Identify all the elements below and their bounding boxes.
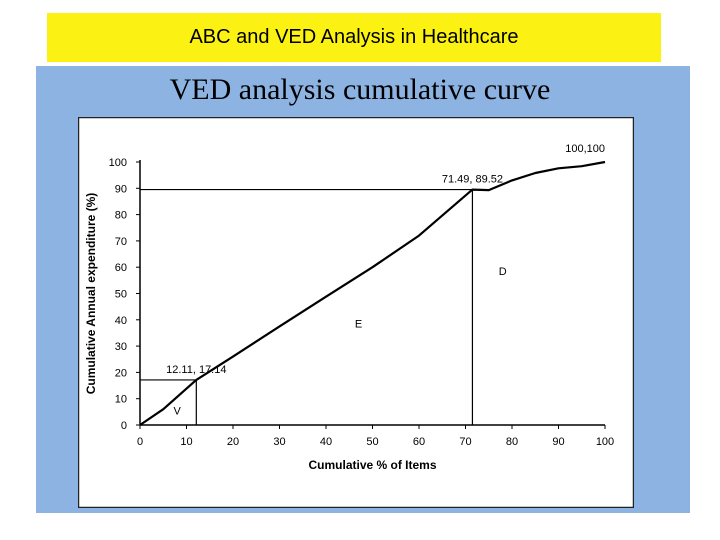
x-tick-label: 50 bbox=[366, 436, 378, 448]
y-tick-label: 100 bbox=[109, 157, 127, 169]
y-tick-label: 80 bbox=[115, 210, 127, 222]
x-tick-label: 80 bbox=[506, 436, 518, 448]
chart-panel: 0 10 20 30 40 50 60 70 80 90 100 0 10 20 30 40 50 60 70 80 9… bbox=[77, 116, 635, 509]
chart-border bbox=[77, 116, 635, 509]
x-tick-label: 0 bbox=[137, 436, 143, 448]
x-tick-label: 40 bbox=[320, 436, 332, 448]
y-tick-label: 70 bbox=[115, 236, 127, 248]
x-tick-label: 70 bbox=[459, 436, 471, 448]
x-tick-label: 100 bbox=[596, 436, 614, 448]
x-tick-label: 20 bbox=[227, 436, 239, 448]
y-tick-label: 0 bbox=[121, 420, 127, 432]
y-tick-label: 40 bbox=[115, 315, 127, 327]
region-label: V bbox=[174, 405, 182, 417]
slide-title: ABC and VED Analysis in Healthcare bbox=[189, 26, 519, 48]
chart-subtitle: VED analysis cumulative curve bbox=[169, 73, 551, 106]
y-tick-label: 30 bbox=[115, 341, 127, 353]
region-label: D bbox=[499, 266, 507, 278]
cumulative-curve bbox=[139, 160, 606, 426]
x-tick-label: 30 bbox=[273, 436, 285, 448]
y-axis-label: Cumulative Annual expenditure (%) bbox=[84, 193, 98, 395]
x-tick-label: 10 bbox=[180, 436, 192, 448]
point-annotation: 100,100 bbox=[565, 143, 605, 155]
point-annotation: 71.49, 89.52 bbox=[442, 174, 503, 186]
point-annotation: 12.11, 17.14 bbox=[166, 364, 226, 376]
x-tick-label: 60 bbox=[413, 436, 425, 448]
x-tick-label: 90 bbox=[552, 436, 564, 448]
x-axis-label: Cumulative % of Items bbox=[308, 458, 436, 472]
y-tick-label: 20 bbox=[115, 367, 127, 379]
y-tick-label: 90 bbox=[115, 183, 127, 195]
region-label: E bbox=[355, 319, 362, 331]
y-tick-label: 50 bbox=[115, 289, 127, 301]
y-tick-label: 60 bbox=[115, 262, 127, 274]
slide-title-banner: ABC and VED Analysis in Healthcare bbox=[47, 13, 661, 62]
ved-cumulative-chart: 0 10 20 30 40 50 60 70 80 90 100 0 10 20 30 40 50 60 70 80 9… bbox=[77, 116, 635, 509]
y-tick-label: 10 bbox=[115, 394, 127, 406]
